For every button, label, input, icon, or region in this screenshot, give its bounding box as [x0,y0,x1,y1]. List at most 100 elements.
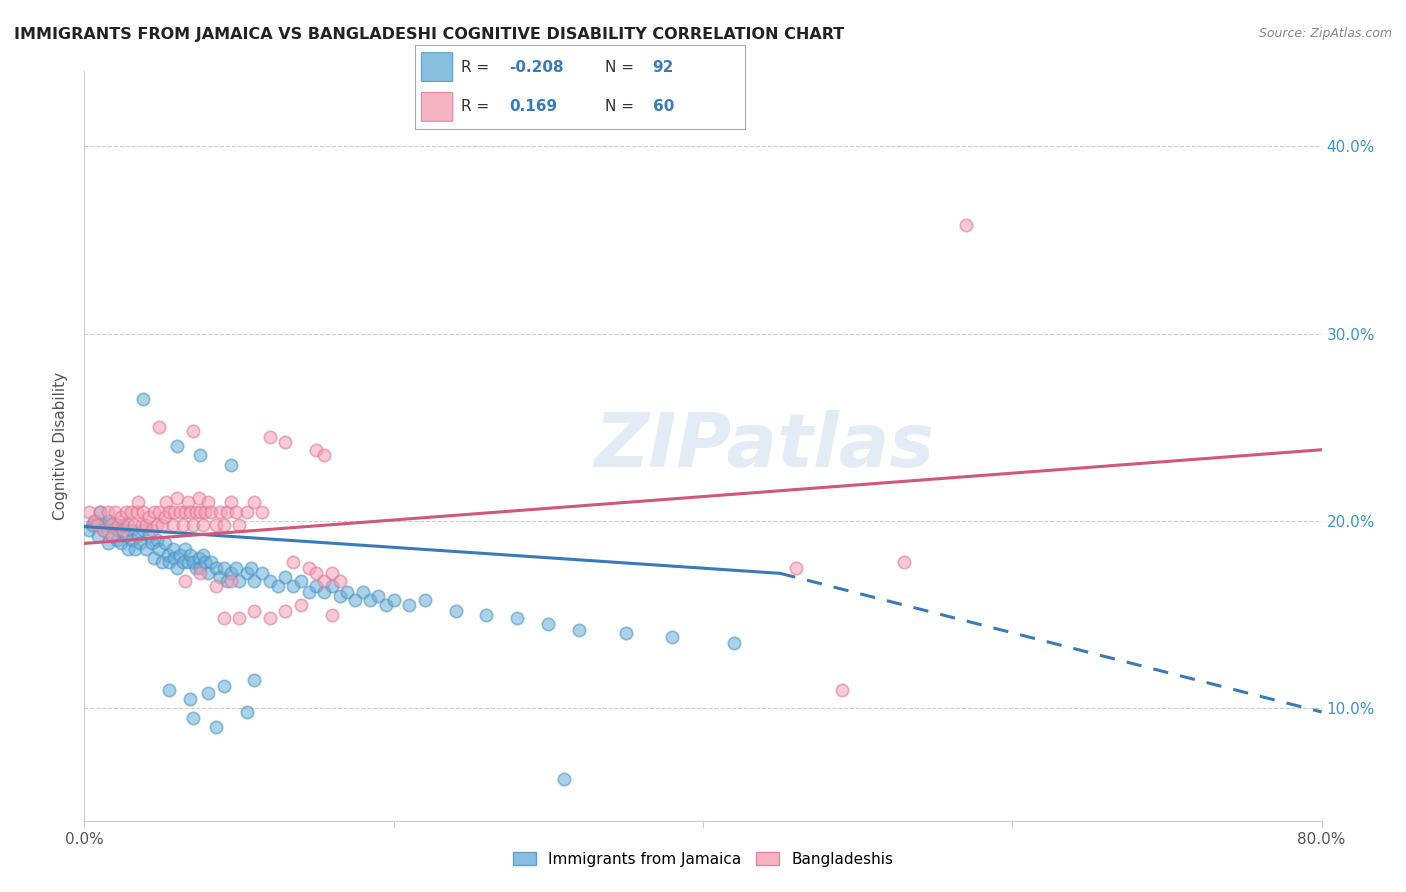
Point [121,533,143,547]
Point [235,705,259,719]
Point [215,505,238,519]
Point [132,523,155,537]
Point [352,585,374,599]
Point [107,523,129,537]
Point [259,611,281,625]
Point [146,533,169,547]
Point [174,505,197,519]
Point [141,536,163,550]
Point [96,505,118,519]
Point [132,392,155,407]
Point [96,536,118,550]
Point [228,517,250,532]
Point [150,517,173,532]
Point [197,566,219,581]
Point [153,510,176,524]
Point [343,592,366,607]
Text: N =: N = [605,60,638,75]
Point [98,514,121,528]
Point [177,495,200,509]
Point [212,517,235,532]
Point [117,517,139,532]
Point [831,682,853,697]
Point [209,505,232,519]
Point [127,529,149,543]
Point [155,495,177,509]
Text: R =: R = [461,99,499,114]
Point [129,536,152,550]
Text: 0.169: 0.169 [509,99,557,114]
Point [312,585,335,599]
Point [281,580,305,594]
Point [367,589,389,603]
Point [267,580,290,594]
Point [93,523,115,537]
Point [290,574,312,588]
Point [172,517,194,532]
Point [156,548,179,562]
Point [82,517,104,532]
Point [243,574,266,588]
Text: IMMIGRANTS FROM JAMAICA VS BANGLADESHI COGNITIVE DISABILITY CORRELATION CHART: IMMIGRANTS FROM JAMAICA VS BANGLADESHI C… [14,27,845,42]
Point [212,679,235,693]
Point [209,570,232,584]
Point [162,542,184,557]
Point [77,523,100,537]
Point [225,505,247,519]
Point [250,505,273,519]
Point [107,517,129,532]
Point [281,555,305,569]
Point [614,626,637,640]
Point [115,505,138,519]
Point [444,604,467,618]
Point [132,505,155,519]
Point [135,542,157,557]
Point [188,566,211,581]
Point [328,574,352,588]
Point [112,517,135,532]
Point [127,495,149,509]
Point [205,561,228,575]
Point [83,514,105,528]
Point [274,604,297,618]
Point [159,682,180,697]
Point [382,592,405,607]
Point [225,561,247,575]
Point [243,495,266,509]
Point [148,420,170,434]
Point [197,495,219,509]
Point [235,505,259,519]
Point [955,218,977,232]
Point [135,517,157,532]
Y-axis label: Cognitive Disability: Cognitive Disability [53,372,69,520]
Point [200,505,222,519]
Point [413,592,436,607]
Point [153,536,176,550]
Point [205,580,228,594]
Point [159,505,180,519]
Point [100,517,122,532]
Point [104,505,127,519]
Point [312,574,335,588]
Point [131,517,153,532]
Point [89,505,111,519]
Point [193,548,215,562]
Point [228,574,250,588]
Point [200,555,222,569]
Point [537,617,560,632]
Point [179,692,201,706]
Text: ZIPatlas: ZIPatlas [595,409,935,483]
Point [321,566,343,581]
Point [568,623,591,637]
Point [328,589,352,603]
Point [101,529,124,543]
Point [124,542,146,557]
Point [89,505,111,519]
Point [188,561,211,575]
Point [138,529,160,543]
Point [205,517,228,532]
Point [159,555,180,569]
Point [321,607,343,622]
Point [163,551,186,566]
Point [219,566,242,581]
